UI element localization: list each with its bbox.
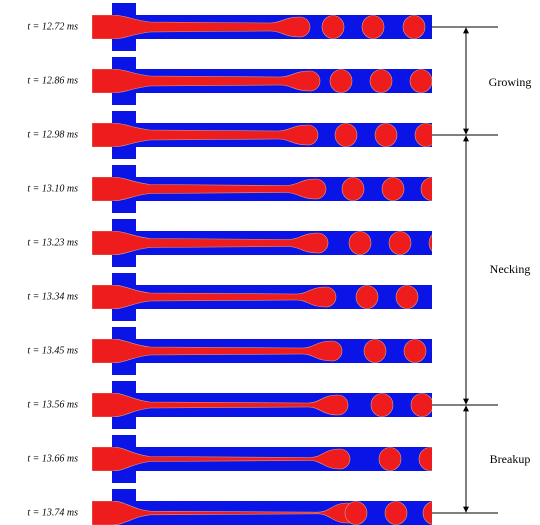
time-label: t = 12.98 ms: [27, 129, 78, 140]
time-label: t = 12.86 ms: [27, 75, 78, 86]
droplet: [419, 448, 441, 471]
phase-label: Growing: [489, 75, 532, 89]
droplet: [335, 124, 357, 147]
droplet: [421, 178, 443, 201]
droplet: [371, 394, 393, 417]
time-label: t = 13.74 ms: [27, 507, 78, 518]
frame: t = 13.56 ms: [27, 381, 433, 429]
droplet: [375, 124, 397, 147]
phase-annotations: [432, 27, 498, 513]
time-label: t = 13.10 ms: [27, 183, 78, 194]
droplet: [349, 232, 371, 255]
frame: t = 12.98 ms: [27, 111, 437, 159]
droplet: [404, 340, 426, 363]
time-label: t = 13.66 ms: [27, 453, 78, 464]
droplet: [364, 340, 386, 363]
time-label: t = 13.23 ms: [27, 237, 78, 248]
time-label: t = 13.34 ms: [27, 291, 78, 302]
figure: t = 12.72 ms t = 12.86 ms t = 12.98 ms t = …: [0, 0, 540, 525]
droplet: [403, 16, 425, 39]
frames: t = 12.72 ms t = 12.86 ms t = 12.98 ms t = …: [27, 3, 451, 525]
droplet: [410, 70, 432, 93]
time-label: t = 12.72 ms: [27, 21, 78, 32]
frame: t = 13.45 ms: [27, 327, 432, 375]
frame: t = 12.72 ms: [27, 3, 432, 51]
droplet: [322, 16, 344, 39]
frame: t = 12.86 ms: [27, 57, 432, 105]
droplet: [356, 286, 378, 309]
frame: t = 13.10 ms: [27, 165, 443, 213]
frame: t = 13.23 ms: [27, 219, 451, 267]
droplet: [411, 394, 433, 417]
phase-label: Breakup: [490, 452, 531, 466]
droplet: [330, 70, 352, 93]
phase-label: Necking: [490, 262, 531, 276]
frame: t = 13.74 ms: [27, 489, 445, 525]
droplet: [429, 232, 451, 255]
droplet: [342, 178, 364, 201]
droplet: [345, 502, 367, 525]
droplet: [382, 178, 404, 201]
droplet: [396, 286, 418, 309]
time-label: t = 13.56 ms: [27, 399, 78, 410]
time-label: t = 13.45 ms: [27, 345, 78, 356]
frame: t = 13.66 ms: [27, 435, 441, 483]
frame: t = 13.34 ms: [27, 273, 432, 321]
droplet: [385, 502, 407, 525]
droplet: [370, 70, 392, 93]
droplet: [362, 16, 384, 39]
droplet: [389, 232, 411, 255]
droplet: [379, 448, 401, 471]
